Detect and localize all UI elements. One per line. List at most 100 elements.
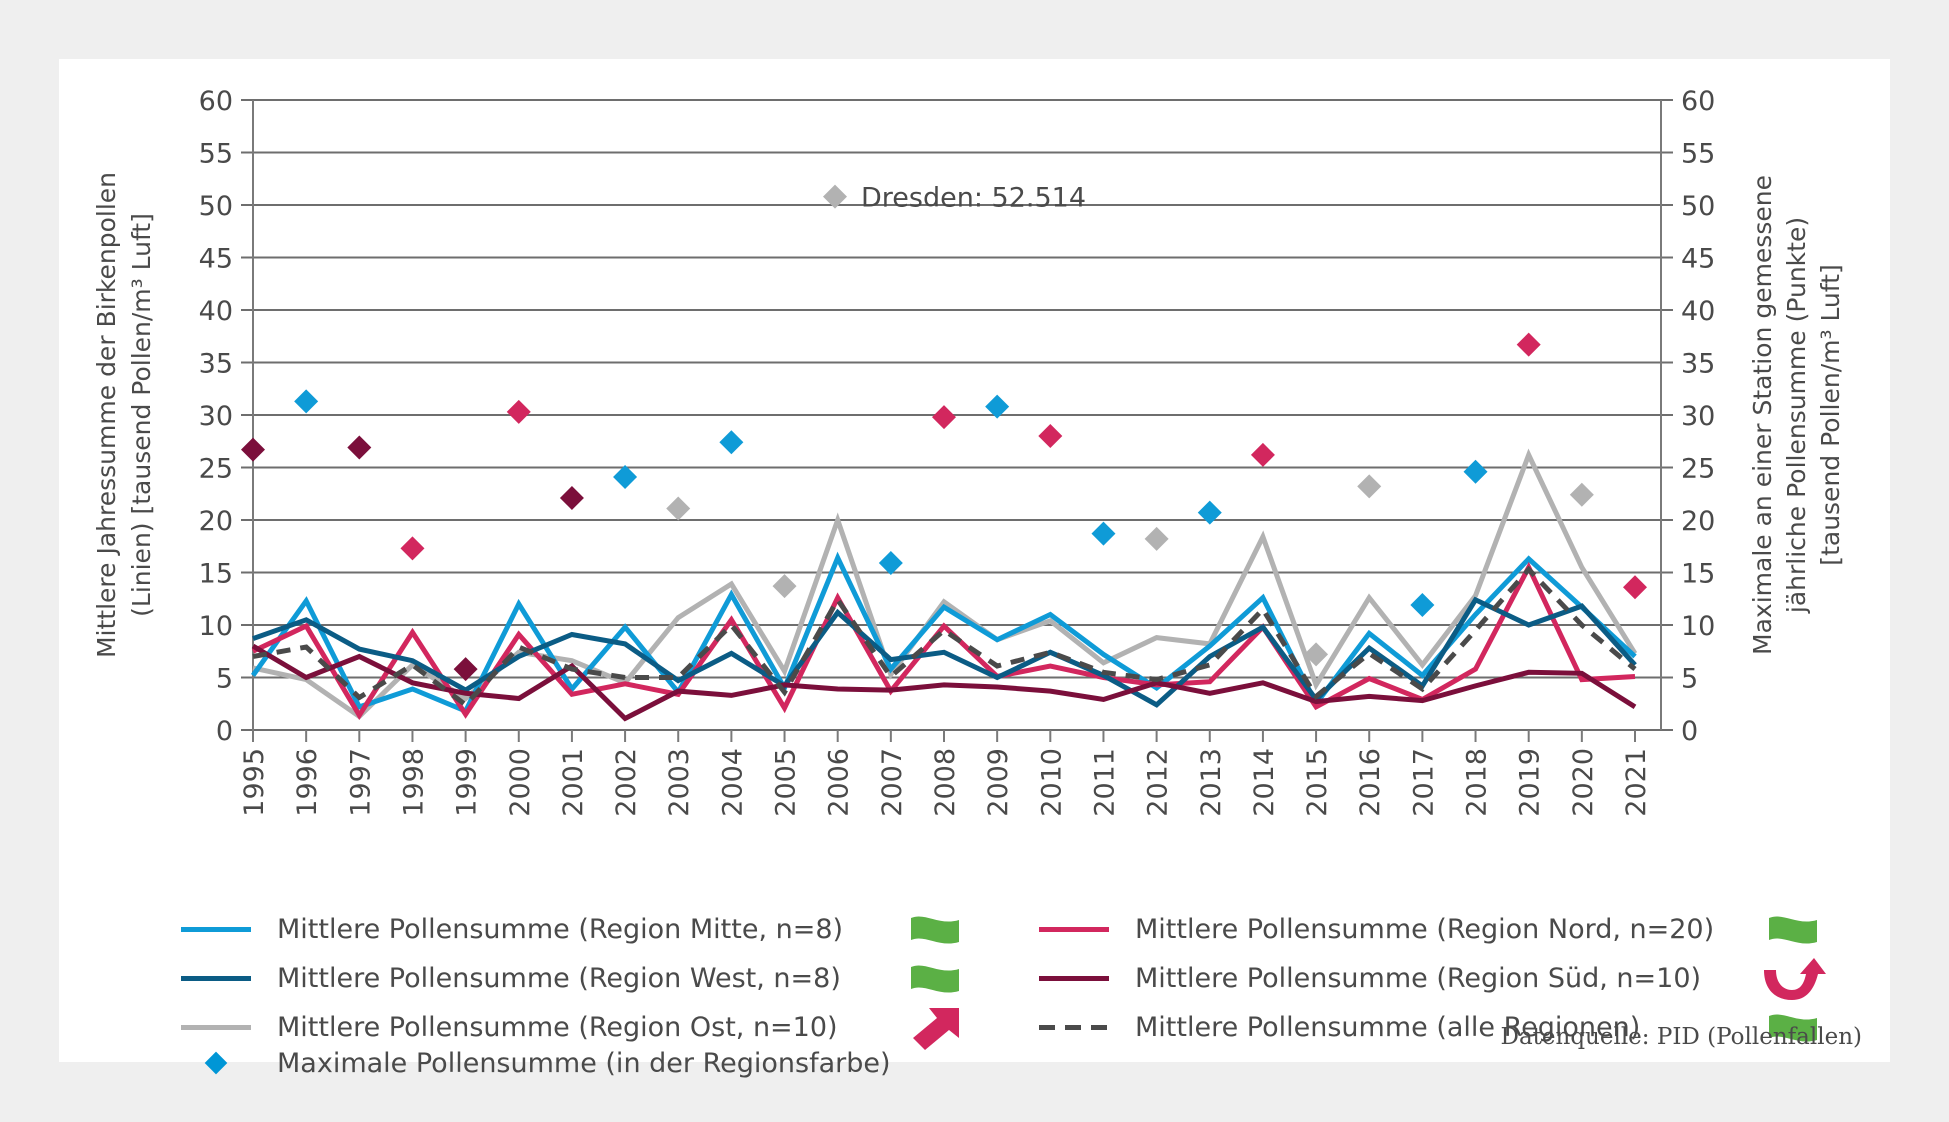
series-line-sued: [251, 643, 1637, 722]
x-tick-label: 2014: [1249, 748, 1280, 817]
legend-item-mitte: Mittlere Pollensumme (Region Mitte, n=8): [181, 909, 843, 949]
y-tick-label-right: 10: [1681, 611, 1715, 642]
chart-panel: 0 5 10 15 20 25 30 35 40 45 50 55 60 0 5 10 15 20 25 30 35 4…: [59, 59, 1890, 1079]
legend-label: Maximale Pollensumme (in der Regionsfarb…: [277, 1047, 891, 1079]
max-point-2019: [1516, 332, 1541, 357]
x-tick-label: 2011: [1089, 748, 1120, 817]
max-point-2014: [1250, 442, 1275, 467]
x-tick-label: 2015: [1302, 748, 1333, 817]
x-tick-label: 1998: [398, 748, 429, 817]
chart: 0 5 10 15 20 25 30 35 40 45 50 55 60 0 5 10 15 20 25 30 35 4…: [92, 86, 1845, 817]
x-tick-label: 2018: [1462, 748, 1493, 817]
max-point-2017: [1410, 593, 1435, 618]
x-tick-label: 2000: [505, 748, 536, 817]
y-tick-label-right: 55: [1681, 139, 1715, 170]
legend-diamond-icon: [204, 1051, 228, 1075]
y-tick-label-right: 50: [1681, 191, 1715, 222]
y-tick-label-left: 40: [199, 296, 233, 327]
series-lines: [250, 448, 1638, 722]
x-tick-label: 1997: [345, 748, 376, 817]
x-tick-label: 2009: [983, 748, 1014, 817]
max-point-1998: [400, 536, 425, 561]
y-tick-label-left: 60: [199, 86, 233, 117]
max-point-1999: [453, 657, 478, 682]
max-point-2003: [666, 496, 691, 521]
legend-item-alle: Mittlere Pollensumme (alle Regionen): [1039, 1007, 1640, 1047]
max-point-2005: [772, 574, 797, 599]
x-tick-label: 2016: [1355, 748, 1386, 817]
y-axis-left-label-line1: Mittlere Jahressumme der Birkenpollen: [92, 172, 121, 658]
legend-swatch-sued: [1039, 975, 1109, 981]
trend-approx-icon: [1769, 916, 1817, 944]
max-point-2011: [1091, 521, 1116, 546]
data-source: Datenquelle: PID (Pollenfallen): [1500, 1024, 1863, 1050]
legend-label: Mittlere Pollensumme (Region West, n=8): [277, 962, 841, 994]
max-point-2010: [1038, 424, 1063, 448]
max-point-2015: [1304, 642, 1329, 667]
max-point-2007: [878, 551, 903, 576]
max-point-2004: [719, 430, 744, 455]
x-tick-label: 2006: [824, 748, 855, 817]
annotation-label: Dresden: 52.514: [861, 183, 1086, 214]
y-tick-label-right: 20: [1681, 506, 1715, 537]
legend-label: Mittlere Pollensumme (alle Regionen): [1135, 1011, 1641, 1043]
x-tick-label: 2005: [771, 748, 802, 817]
y-tick-label-right: 35: [1681, 349, 1715, 380]
trend-arrow-up-icon: [913, 1008, 959, 1050]
legend-label: Mittlere Pollensumme (Region Nord, n=20): [1135, 913, 1715, 945]
y-axis-left-ticks: 0 5 10 15 20 25 30 35 40 45 50 55 60: [199, 86, 233, 747]
y-tick-label-right: 25: [1681, 454, 1715, 485]
x-tick-label: 2003: [664, 748, 695, 817]
y-axis-left-label-line2: (Linien) [tausend Pollen/m³ Luft]: [127, 213, 156, 617]
x-tick-label: 2021: [1621, 748, 1652, 817]
x-tick-label: 2013: [1196, 748, 1227, 817]
legend-swatch-west: [181, 975, 251, 981]
max-point-2008: [932, 405, 956, 430]
y-axis-right-ticks: 0 5 10 15 20 25 30 35 40 45 50 55 60: [1681, 86, 1715, 747]
legend-item-sued: Mittlere Pollensumme (Region Süd, n=10): [1039, 958, 1701, 998]
y-tick-label-right: 40: [1681, 296, 1715, 327]
x-tick-label: 2010: [1036, 748, 1067, 817]
x-tick-label: 2004: [717, 748, 748, 817]
trend-reversal-up-icon: [1764, 958, 1826, 1000]
x-tick-label: 1995: [239, 748, 270, 817]
y-tick-label-right: 30: [1681, 401, 1715, 432]
x-tick-label: 2001: [558, 748, 589, 817]
max-point-1997: [347, 435, 372, 460]
legend-item-max: Maximale Pollensumme (in der Regionsfarb…: [181, 1043, 891, 1083]
x-tick-label: 2020: [1568, 748, 1599, 817]
dresden-annotation: Dresden: 52.514: [823, 183, 1086, 214]
y-tick-label-left: 25: [199, 454, 233, 485]
y-tick-label-right: 60: [1681, 86, 1715, 117]
legend-item-ost: Mittlere Pollensumme (Region Ost, n=10): [181, 1007, 838, 1047]
max-point-2013: [1197, 500, 1222, 525]
series-line-ost: [252, 448, 1638, 720]
y-tick-label-left: 0: [216, 716, 233, 747]
max-point-2020: [1569, 482, 1594, 507]
x-tick-label: 2002: [611, 748, 642, 817]
max-point-2001: [559, 485, 584, 510]
max-point-2021: [1623, 575, 1647, 600]
legend-item-nord: Mittlere Pollensumme (Region Nord, n=20): [1039, 909, 1714, 949]
legend-label: Mittlere Pollensumme (Region Mitte, n=8): [277, 913, 844, 945]
y-axis-right-label-line2: jährliche Pollensumme (Punkte): [1782, 217, 1811, 614]
legend-label: Mittlere Pollensumme (Region Süd, n=10): [1135, 962, 1702, 994]
annotation-diamond-icon: [823, 184, 847, 209]
max-point-2012: [1144, 526, 1169, 551]
y-tick-label-left: 30: [199, 401, 233, 432]
y-axis-right-label-line3: [tausend Pollen/m³ Luft]: [1816, 264, 1845, 565]
legend-swatch-mitte: [181, 926, 251, 932]
y-tick-label-left: 20: [199, 506, 233, 537]
series-line-nord: [251, 561, 1636, 721]
y-tick-label-right: 5: [1681, 664, 1698, 695]
y-tick-label-left: 5: [216, 664, 233, 695]
trend-approx-icon: [1769, 1014, 1817, 1042]
x-tick-label: 1999: [452, 748, 483, 817]
x-tick-label: 2012: [1143, 748, 1174, 817]
x-tick-label: 2017: [1408, 748, 1439, 817]
legend-swatch-alle: [1039, 1024, 1109, 1030]
max-point-2009: [985, 394, 1010, 419]
y-tick-label-left: 10: [199, 611, 233, 642]
axes: [252, 100, 1662, 730]
max-point-2002: [613, 464, 638, 489]
